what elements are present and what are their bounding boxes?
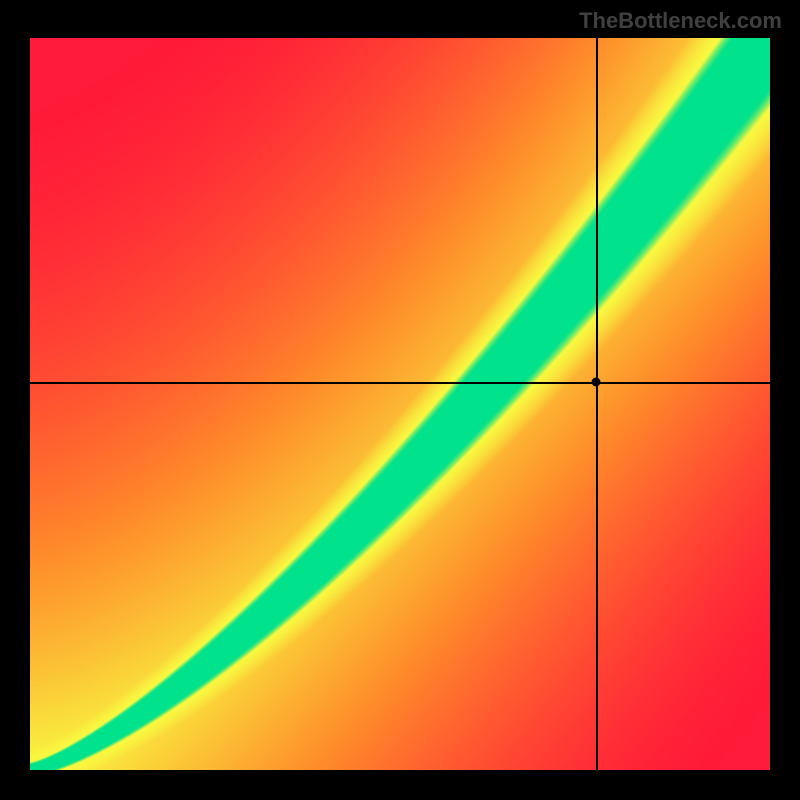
chart-container: TheBottleneck.com	[0, 0, 800, 800]
watermark-text: TheBottleneck.com	[579, 8, 782, 34]
crosshair-horizontal	[30, 382, 770, 384]
heatmap-plot	[30, 38, 770, 770]
crosshair-marker	[592, 378, 601, 387]
heatmap-canvas	[30, 38, 770, 770]
crosshair-vertical	[596, 38, 598, 770]
